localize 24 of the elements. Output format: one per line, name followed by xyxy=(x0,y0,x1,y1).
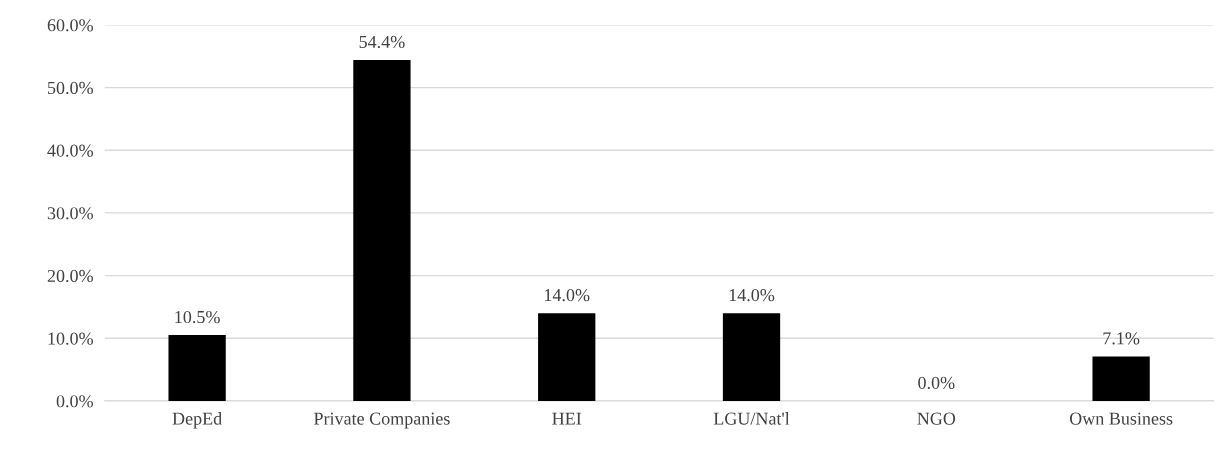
data-label: 0.0% xyxy=(918,376,955,389)
bar xyxy=(353,60,411,401)
y-tick-label: 0.0% xyxy=(56,395,93,408)
x-tick-label: NGO xyxy=(917,412,956,425)
x-tick-label: LGU/Nat'l xyxy=(713,412,790,425)
bar xyxy=(168,335,226,401)
y-tick-label: 30.0% xyxy=(47,207,93,220)
bar xyxy=(538,313,596,401)
x-tick-label: HEI xyxy=(552,412,582,425)
y-tick-label: 20.0% xyxy=(47,269,93,283)
bar xyxy=(1092,356,1150,401)
x-tick-label: Private Companies xyxy=(313,412,450,429)
x-tick-label: DepEd xyxy=(172,412,222,429)
y-tick-label: 10.0% xyxy=(48,332,93,345)
y-tick-label: 50.0% xyxy=(48,81,93,95)
data-label: 54.4% xyxy=(359,35,405,49)
data-label: 10.5% xyxy=(175,310,220,324)
x-tick-label: Own Business xyxy=(1069,412,1173,425)
y-tick-label: 60.0% xyxy=(47,19,93,32)
data-label: 7.1% xyxy=(1103,332,1140,345)
bar xyxy=(722,313,781,401)
data-label: 14.0% xyxy=(544,288,590,302)
data-label: 14.0% xyxy=(729,288,775,302)
y-tick-label: 40.0% xyxy=(47,144,93,157)
